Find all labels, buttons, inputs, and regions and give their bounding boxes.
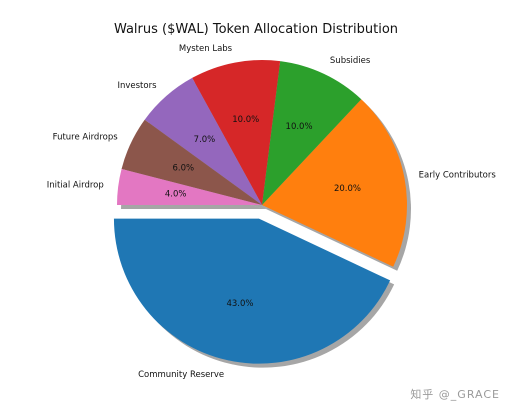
watermark: 知乎 @_GRACE — [410, 388, 500, 401]
wedge-initial-airdrop — [117, 168, 262, 205]
slice-percent-community-reserve: 43.0% — [226, 299, 253, 309]
slice-percent-future-airdrops: 6.0% — [172, 163, 194, 173]
wedge-community-reserve — [113, 218, 391, 364]
wedge-subsidies — [262, 61, 362, 205]
chart-title: Walrus ($WAL) Token Allocation Distribut… — [113, 22, 399, 37]
wedge-mysten-labs — [192, 60, 281, 206]
pie-label-layer: Community Reserve 43.0% Early Contributors… — [47, 44, 497, 380]
slice-percent-early-contributors: 20.0% — [334, 184, 361, 194]
slice-percent-mysten-labs: 10.0% — [232, 115, 259, 125]
slice-label-investors: Investors — [117, 81, 157, 91]
wedge-future-airdrops — [121, 119, 262, 205]
wedge-early-contributors — [262, 99, 407, 267]
slice-label-initial-airdrop: Initial Airdrop — [47, 181, 104, 191]
slice-label-early-contributors: Early Contributors — [419, 171, 497, 181]
slice-percent-investors: 7.0% — [194, 135, 216, 145]
slice-label-community-reserve: Community Reserve — [138, 370, 224, 380]
wedge-investors — [144, 77, 262, 205]
slice-label-subsidies: Subsidies — [330, 56, 371, 66]
slice-percent-subsidies: 10.0% — [286, 122, 313, 132]
slice-label-future-airdrops: Future Airdrops — [53, 133, 119, 143]
slice-label-mysten-labs: Mysten Labs — [179, 44, 233, 54]
pie-wedge-layer — [113, 60, 407, 364]
slice-percent-initial-airdrop: 4.0% — [165, 190, 187, 200]
